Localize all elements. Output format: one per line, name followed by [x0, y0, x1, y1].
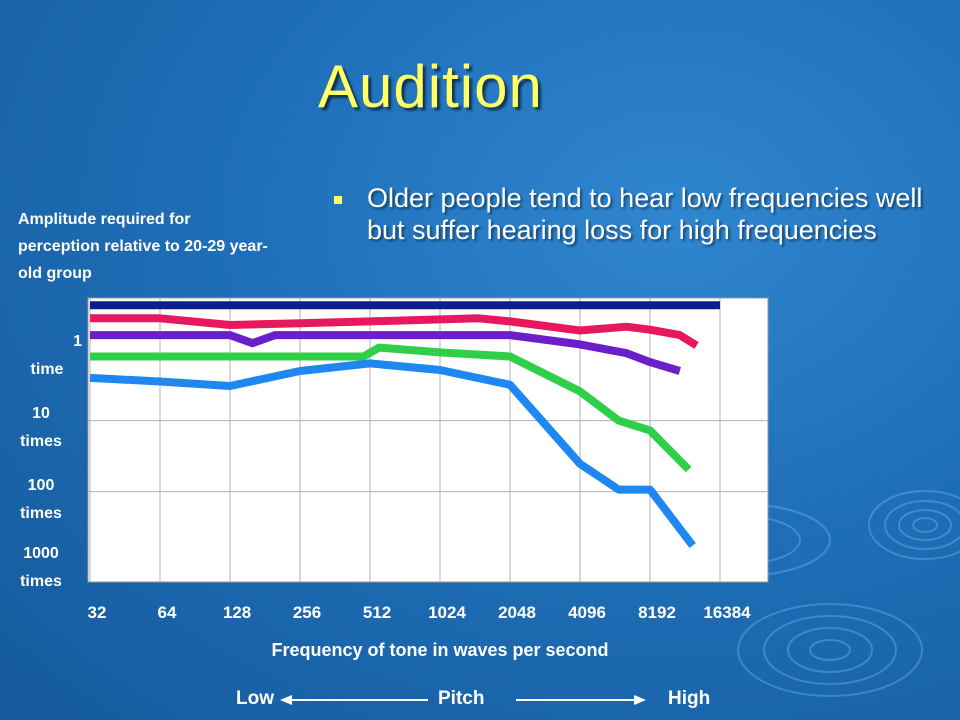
slide-title: Audition [318, 53, 543, 120]
x-axis-label: Frequency of tone in waves per second [271, 640, 609, 660]
x-tick-label: 4096 [568, 603, 606, 622]
series-line-4 [90, 343, 692, 473]
y-tick-label: 1 time [12, 328, 82, 384]
pitch-mid-label: Pitch [438, 688, 485, 709]
y-tick-unit: times [20, 573, 62, 590]
y-tick-value: 1000 [23, 545, 59, 562]
series-line-2 [90, 314, 699, 349]
pitch-low-label: Low [236, 688, 274, 709]
x-tick-label: 32 [88, 603, 107, 622]
y-tick-label: 10 times [6, 400, 76, 456]
y-tick-unit: times [20, 505, 62, 522]
pitch-high-label: High [668, 688, 711, 709]
left-arrowhead-icon [280, 695, 292, 705]
y-axis-note: Amplitude required for perception relati… [18, 211, 268, 282]
x-tick-labels: 32 64 128 256 512 1024 2048 4096 8192 16384 [88, 603, 752, 622]
x-tick-label: 1024 [428, 603, 466, 622]
y-tick-unit: time [30, 361, 64, 378]
x-tick-label: 512 [363, 603, 391, 622]
y-tick-value: 100 [27, 477, 55, 494]
plot-area [88, 298, 768, 582]
y-tick-label: 1000 times [6, 540, 76, 596]
series-lines [89, 301, 720, 549]
bullet-square-icon [334, 196, 342, 204]
x-tick-label: 64 [158, 603, 177, 622]
x-tick-label: 16384 [703, 603, 751, 622]
x-tick-label: 8192 [638, 603, 676, 622]
series-line-3 [90, 331, 681, 375]
x-tick-label: 256 [293, 603, 321, 622]
plot-border [87, 297, 769, 583]
y-tick-label: 100 times [6, 472, 76, 528]
y-tick-value: 1 [73, 333, 82, 350]
right-arrowhead-icon [634, 695, 646, 705]
x-tick-label: 128 [223, 603, 251, 622]
x-tick-label: 2048 [498, 603, 536, 622]
y-tick-unit: times [20, 433, 62, 450]
pitch-arrows [280, 695, 646, 705]
series-line-5 [89, 359, 696, 549]
bullet-text: Older people tend to hear low frequencie… [367, 183, 923, 245]
pitch-scale: Low Pitch High [0, 688, 960, 716]
y-tick-value: 10 [32, 405, 50, 422]
